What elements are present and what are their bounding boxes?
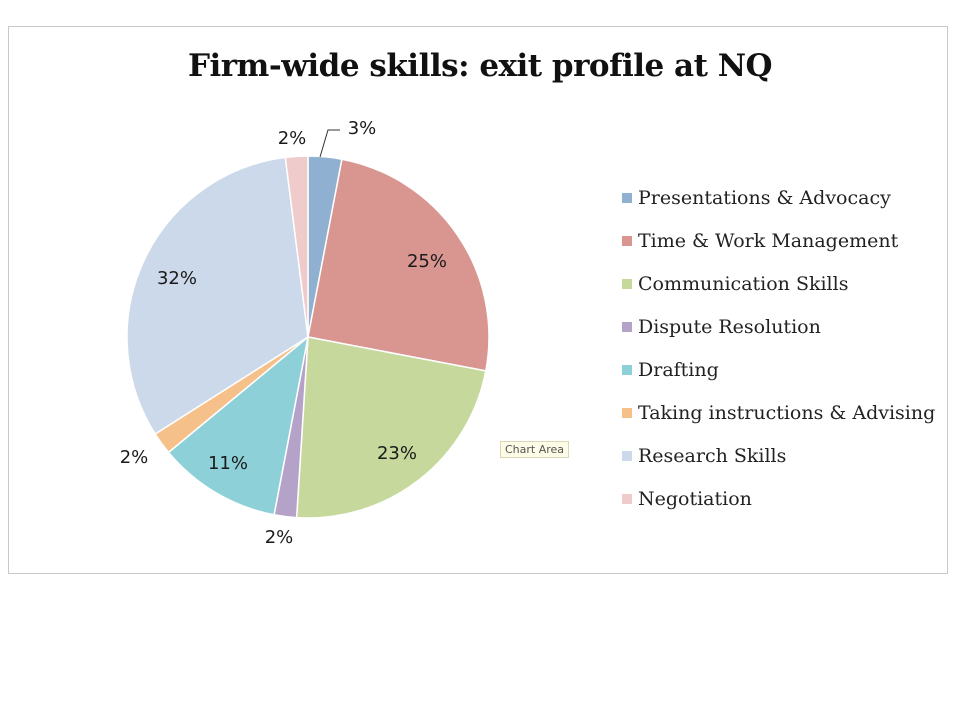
- pie-data-label: 32%: [157, 268, 197, 289]
- legend-swatch: [622, 407, 632, 418]
- legend-item: Research Skills: [622, 434, 935, 477]
- pie-slice[interactable]: [167, 335, 310, 516]
- pie-slice[interactable]: [284, 155, 309, 338]
- legend-label: Time & Work Management: [638, 229, 899, 252]
- legend-swatch: [622, 192, 632, 203]
- pie-data-label: 2%: [120, 447, 149, 468]
- legend-label: Research Skills: [638, 444, 787, 467]
- pie-data-label: 25%: [407, 251, 447, 272]
- legend-swatch: [622, 493, 632, 504]
- legend-label: Dispute Resolution: [638, 315, 821, 338]
- pie-data-label: 11%: [208, 453, 248, 474]
- pie-data-label: 3%: [348, 118, 377, 139]
- legend-item: Taking instructions & Advising: [622, 391, 935, 434]
- legend-swatch: [622, 364, 632, 375]
- legend-label: Presentations & Advocacy: [638, 186, 891, 209]
- pie-data-label: 23%: [377, 443, 417, 464]
- legend-label: Taking instructions & Advising: [638, 401, 936, 424]
- legend-swatch: [622, 235, 632, 246]
- legend-item: Time & Work Management: [622, 219, 935, 262]
- pie-data-label: 2%: [265, 527, 294, 548]
- leader-line: [319, 129, 340, 158]
- pie-slice[interactable]: [307, 158, 490, 372]
- legend-swatch: [622, 278, 632, 289]
- pie-slice[interactable]: [126, 156, 309, 436]
- pie-data-label: 2%: [278, 128, 307, 149]
- legend-swatch: [622, 450, 632, 461]
- legend-label: Drafting: [638, 358, 719, 381]
- legend-item: Dispute Resolution: [622, 305, 935, 348]
- legend-swatch: [622, 321, 632, 332]
- legend: Presentations & Advocacy Time & Work Man…: [622, 176, 935, 520]
- chart-area-tooltip: Chart Area: [500, 441, 570, 458]
- legend-label: Negotiation: [638, 487, 752, 510]
- pie-slice[interactable]: [295, 336, 487, 519]
- legend-item: Negotiation: [622, 477, 935, 520]
- chart-title: Firm-wide skills: exit profile at NQ: [187, 48, 773, 84]
- legend-item: Presentations & Advocacy: [622, 176, 935, 219]
- legend-item: Drafting: [622, 348, 935, 391]
- legend-item: Communication Skills: [622, 262, 935, 305]
- legend-label: Communication Skills: [638, 272, 849, 295]
